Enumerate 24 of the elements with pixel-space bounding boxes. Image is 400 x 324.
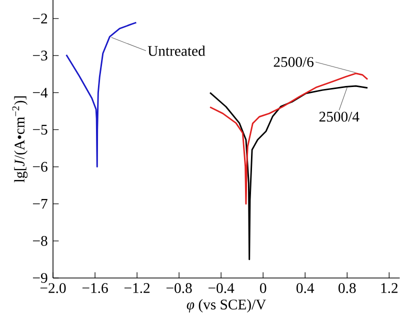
y-tick-label: −3 <box>32 50 48 61</box>
x-axis-title: φ (vs SCE)/V <box>186 299 266 312</box>
y-tick-label: −4 <box>32 88 48 98</box>
x-tick-label: 0 <box>260 283 266 294</box>
y-tick-label: −2 <box>32 14 48 24</box>
line-series <box>209 72 368 205</box>
x-tick-label: −0.4 <box>208 283 234 294</box>
y-tick-label: −6 <box>32 162 48 172</box>
annotation: 2500/4 <box>319 112 360 122</box>
x-tick-label: −1.6 <box>82 283 108 294</box>
x-tick-label: −0.8 <box>166 283 192 294</box>
x-tick-label: −2.0 <box>40 283 66 294</box>
line-series <box>209 85 368 260</box>
x-tick-label: 1.2 <box>381 283 398 294</box>
annotation: Untreated <box>148 46 206 56</box>
annotation: 2500/6 <box>274 57 314 67</box>
y-tick-label: −8 <box>32 236 48 246</box>
x-tick-label: −1.2 <box>124 283 150 294</box>
y-tick-label: −7 <box>32 199 48 209</box>
x-tick-label: 0.4 <box>296 283 314 294</box>
line-series <box>66 22 137 168</box>
y-tick-label: −9 <box>32 273 48 283</box>
y-tick-label: −5 <box>32 124 48 135</box>
x-tick-label: 0.8 <box>338 283 356 294</box>
